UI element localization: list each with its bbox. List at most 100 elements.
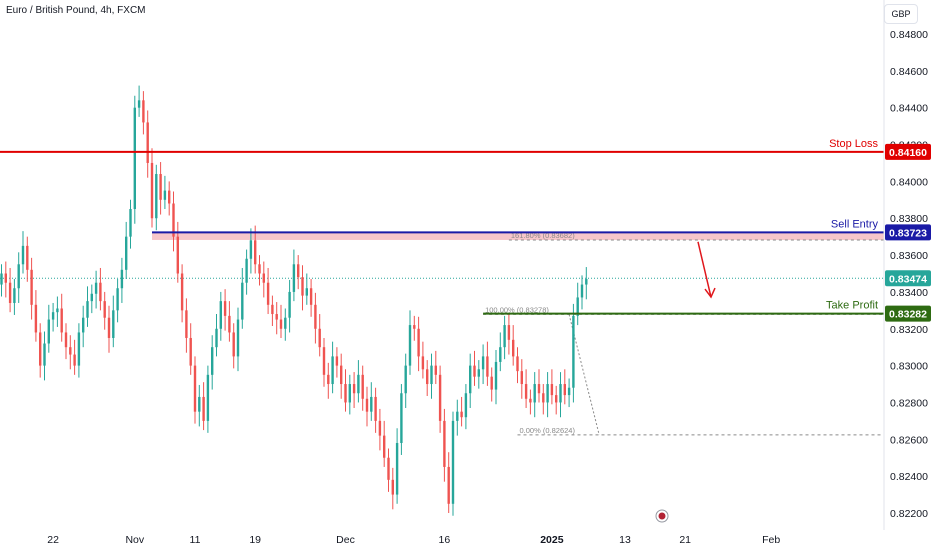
event-flag-icon [658, 512, 666, 520]
candle-body [404, 365, 407, 394]
candle-body [198, 396, 201, 412]
candle-body [206, 374, 210, 421]
candle-body [43, 343, 46, 366]
candle-body [94, 282, 98, 294]
candle-body [542, 393, 545, 403]
candle-body [512, 339, 515, 357]
price-tag-text: 0.83723 [889, 227, 927, 239]
candle-body [344, 384, 347, 403]
candle-body [228, 315, 231, 333]
candle-body [232, 332, 235, 357]
candle-body [309, 288, 313, 305]
candle-body [585, 279, 588, 285]
candle-body [150, 162, 154, 219]
candle-body [443, 420, 446, 467]
candle-body [56, 308, 59, 313]
price-tag-text: 0.83282 [889, 309, 927, 321]
candle-body [107, 317, 111, 338]
candle-body [288, 291, 291, 318]
price-tag-text: 0.84160 [889, 147, 927, 159]
candle-body [262, 273, 265, 283]
candle-body [499, 347, 502, 362]
stop-loss-label: Stop Loss [829, 138, 878, 150]
candle-body [529, 398, 532, 403]
candle-body [249, 240, 253, 259]
price-tick-label: 0.83400 [890, 287, 928, 299]
candle-body [4, 273, 7, 283]
candle-body [176, 236, 179, 274]
candle-body [69, 347, 72, 355]
candle-body [116, 288, 119, 311]
candle-body [494, 361, 498, 390]
candle-body [163, 190, 167, 200]
down-arrow-icon[interactable] [697, 241, 712, 298]
candle-body [520, 371, 523, 385]
candle-body [271, 304, 274, 315]
price-tick-label: 0.84400 [890, 103, 928, 115]
candle-body [99, 282, 102, 302]
price-tick-label: 0.83600 [890, 250, 928, 262]
candle-body [73, 354, 76, 366]
candle-body [215, 328, 218, 348]
candle-body [64, 332, 68, 348]
candle-body [112, 310, 115, 338]
candle-body [460, 411, 463, 418]
candle-body [155, 174, 158, 219]
candle-body [451, 420, 455, 504]
candle-body [387, 457, 390, 480]
fib-label: 100.00% (0.83278) [485, 305, 549, 314]
candle-body [567, 387, 571, 396]
price-tick-label: 0.84800 [890, 29, 928, 41]
candle-body [82, 317, 85, 333]
candle-body [193, 365, 197, 412]
candle-body [340, 365, 343, 385]
candle-body [39, 332, 42, 366]
candle-body [120, 269, 124, 289]
candle-body [189, 337, 192, 366]
candle-body [550, 384, 554, 396]
price-tick-label: 0.82200 [890, 508, 928, 520]
candle-body [245, 258, 248, 283]
candle-body [137, 100, 141, 108]
fib-label: 161.80% (0.83682) [511, 231, 575, 240]
time-tick-label: 13 [619, 534, 631, 546]
stop-loss-price-tag [885, 143, 931, 160]
candle-body [254, 240, 257, 265]
candle-body [34, 304, 38, 333]
price-axis: 0.848000.846000.844000.842000.840000.838… [890, 29, 928, 520]
candle-body [241, 282, 244, 320]
price-tick-label: 0.83000 [890, 361, 928, 373]
candle-body [284, 317, 287, 329]
current-price-tag [885, 270, 931, 287]
candle-body [473, 365, 476, 377]
candle-body [47, 319, 50, 344]
candle-body [77, 332, 81, 366]
candle-body [211, 347, 214, 375]
candle-body [168, 190, 171, 204]
candle-body [327, 374, 330, 385]
candle-body [133, 107, 136, 210]
take-profit-price-tag [885, 305, 931, 322]
candle-body [8, 282, 12, 303]
candle-body [421, 356, 425, 370]
candle-body [361, 374, 364, 399]
candle-body [516, 356, 519, 372]
candle-body [537, 384, 541, 394]
candle-body [481, 356, 485, 370]
candle-body [142, 100, 145, 123]
candle-body [486, 356, 489, 377]
candle-body [546, 384, 549, 403]
candle-body [322, 347, 326, 375]
candle-body [305, 288, 308, 296]
candle-body [223, 301, 227, 316]
fib-label: 0.00% (0.82624) [520, 426, 576, 435]
candle-body [297, 264, 300, 278]
candle-body [180, 273, 184, 311]
time-tick-label: 16 [439, 534, 451, 546]
candle-body [438, 374, 442, 421]
candle-body [447, 466, 450, 504]
candle-body [275, 314, 278, 320]
price-tick-label: 0.83800 [890, 213, 928, 225]
candle-body [490, 376, 493, 390]
